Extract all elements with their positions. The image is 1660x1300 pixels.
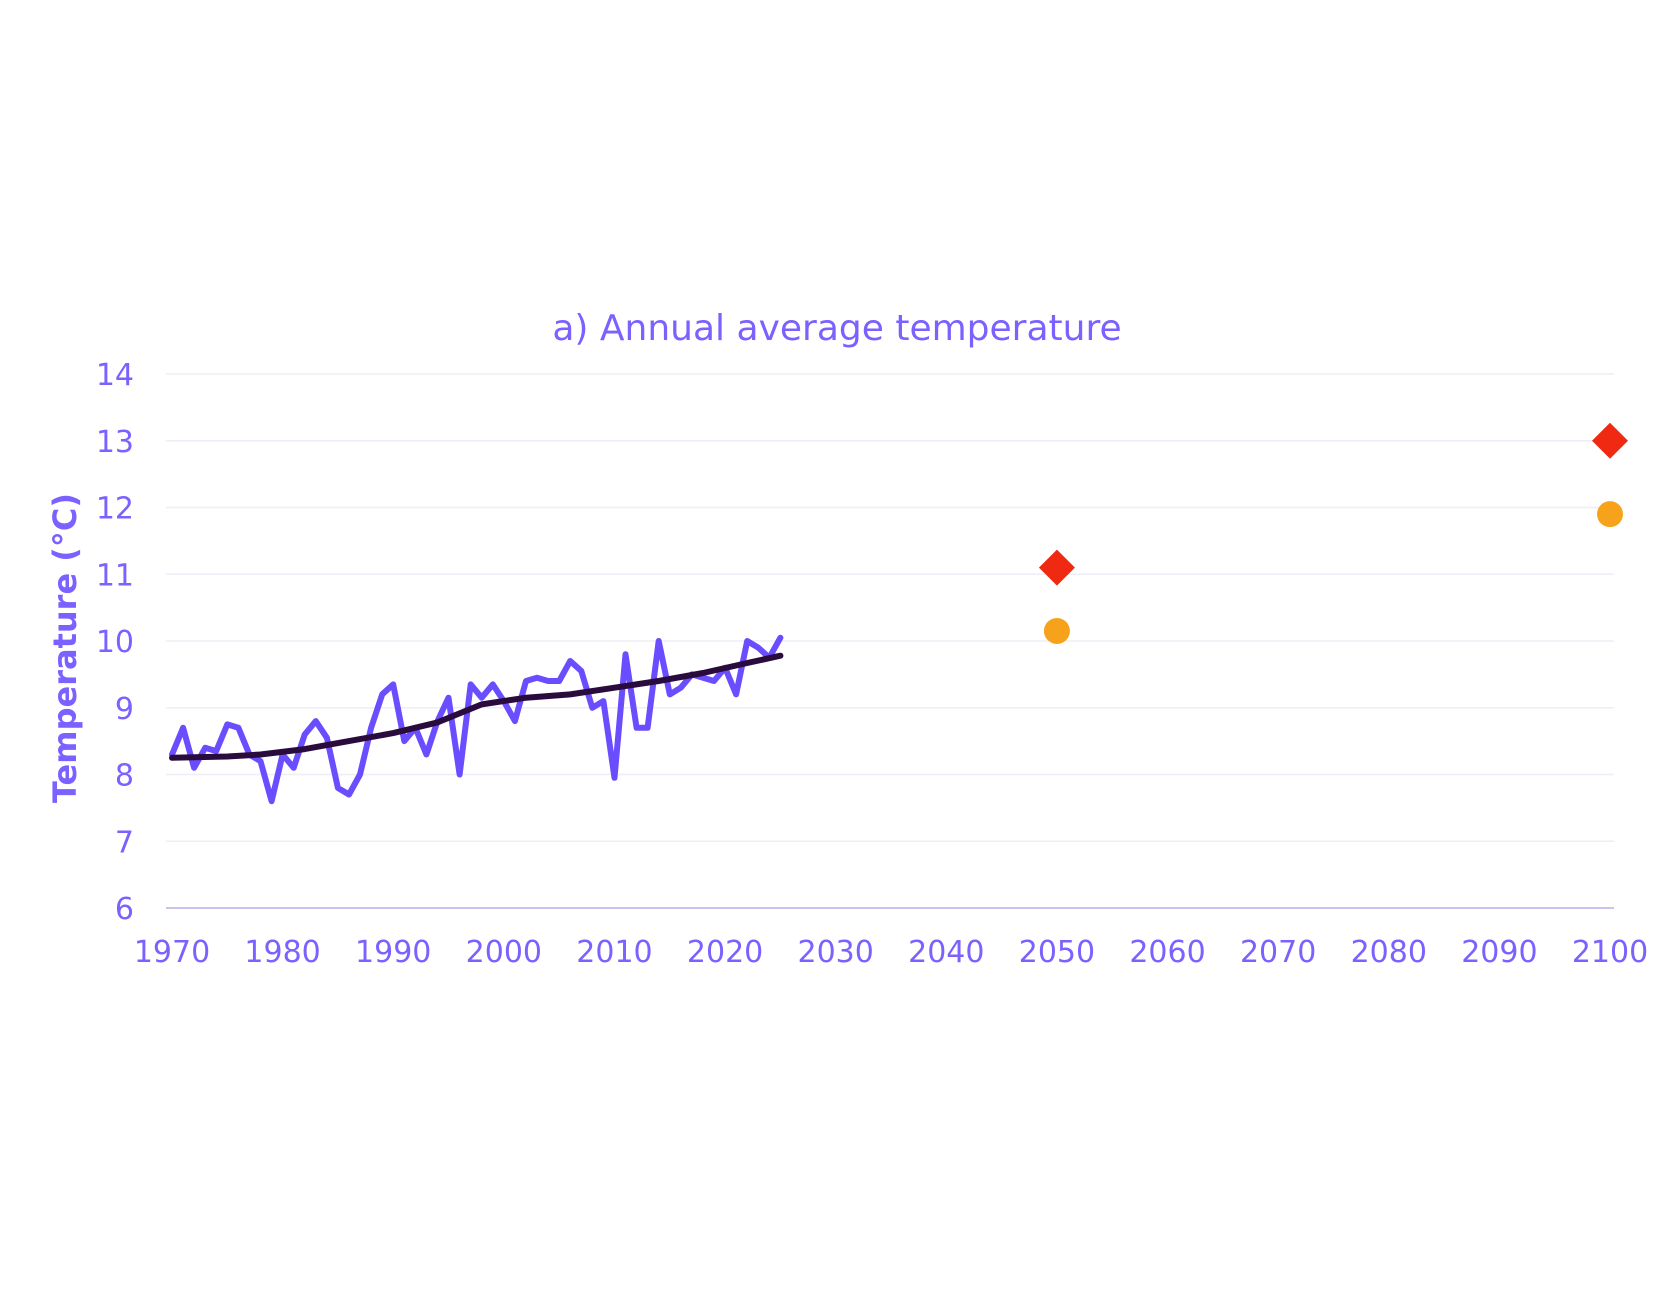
y-tick-label: 11	[96, 558, 134, 593]
trend-line	[169, 652, 784, 761]
x-tick-label: 2000	[466, 935, 542, 970]
observed-line	[169, 634, 784, 805]
circle-point	[1043, 617, 1070, 644]
y-tick-label: 8	[115, 759, 134, 794]
x-tick-label: 1970	[134, 935, 210, 970]
x-tick-label: 2070	[1240, 935, 1316, 970]
x-tick-label: 2020	[687, 935, 763, 970]
x-tick-label: 2040	[908, 935, 984, 970]
y-tick-label: 9	[115, 692, 134, 727]
y-tick-label: 12	[96, 492, 134, 527]
y-tick-label: 7	[115, 825, 134, 860]
x-tick-label: 2090	[1461, 935, 1537, 970]
x-tick-label: 2010	[576, 935, 652, 970]
y-tick-label: 6	[115, 892, 134, 927]
diamond-point	[1038, 549, 1075, 586]
diamond-point	[1592, 422, 1628, 459]
x-tick-label: 1980	[244, 935, 320, 970]
x-tick-labels: 1970 1980 1990 2000 2010 2020 2030 2040 2050 2060…	[134, 935, 1648, 970]
series-group	[169, 422, 1628, 805]
y-tick-label: 10	[96, 625, 134, 660]
y-axis-label: Temperature (°C)	[46, 493, 84, 803]
x-tick-label: 2080	[1351, 935, 1427, 970]
gridlines	[166, 373, 1614, 909]
y-tick-label: 13	[96, 425, 134, 460]
x-tick-label: 2060	[1129, 935, 1205, 970]
chart-title: a) Annual average temperature	[552, 308, 1121, 349]
y-tick-labels: 6 7 8 9 10 11 12 13 14	[96, 358, 134, 927]
x-tick-label: 2030	[798, 935, 874, 970]
x-tick-label: 2050	[1019, 935, 1095, 970]
x-tick-label: 2100	[1572, 935, 1648, 970]
y-tick-label: 14	[96, 358, 134, 393]
circle-point	[1597, 501, 1623, 528]
x-tick-label: 1990	[355, 935, 431, 970]
